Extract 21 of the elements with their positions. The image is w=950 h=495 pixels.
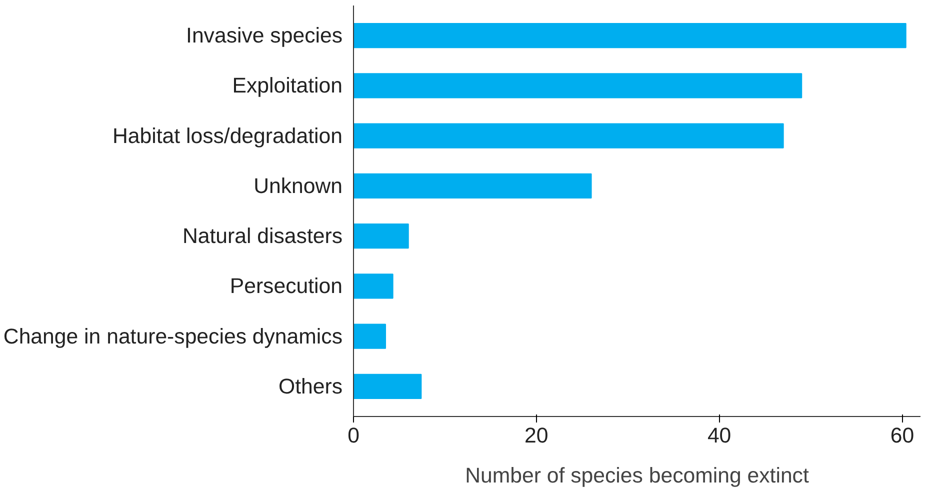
bar	[354, 274, 394, 299]
bar	[354, 224, 409, 249]
y-tick-label: Natural disasters	[182, 224, 343, 248]
bar	[354, 173, 592, 198]
bar	[354, 73, 802, 98]
bar	[354, 23, 906, 48]
y-tick-label: Habitat loss/degradation	[112, 124, 343, 148]
y-tick-label: Unknown	[254, 174, 343, 198]
x-tick-label: 20	[524, 424, 548, 448]
y-tick-label: Exploitation	[232, 74, 342, 98]
bar	[354, 123, 784, 148]
y-tick-label: Persecution	[230, 274, 343, 298]
y-tick-label: Change in nature-species dynamics	[3, 324, 343, 348]
bar	[354, 324, 386, 349]
x-tick-label: 60	[890, 424, 914, 448]
bar	[354, 374, 422, 399]
y-tick-label: Others	[278, 374, 343, 398]
y-tick-label: Invasive species	[186, 24, 342, 48]
x-axis-title: Number of species becoming extinct	[465, 464, 809, 488]
x-tick-label: 40	[707, 424, 732, 448]
x-tick-label: 0	[348, 424, 360, 448]
